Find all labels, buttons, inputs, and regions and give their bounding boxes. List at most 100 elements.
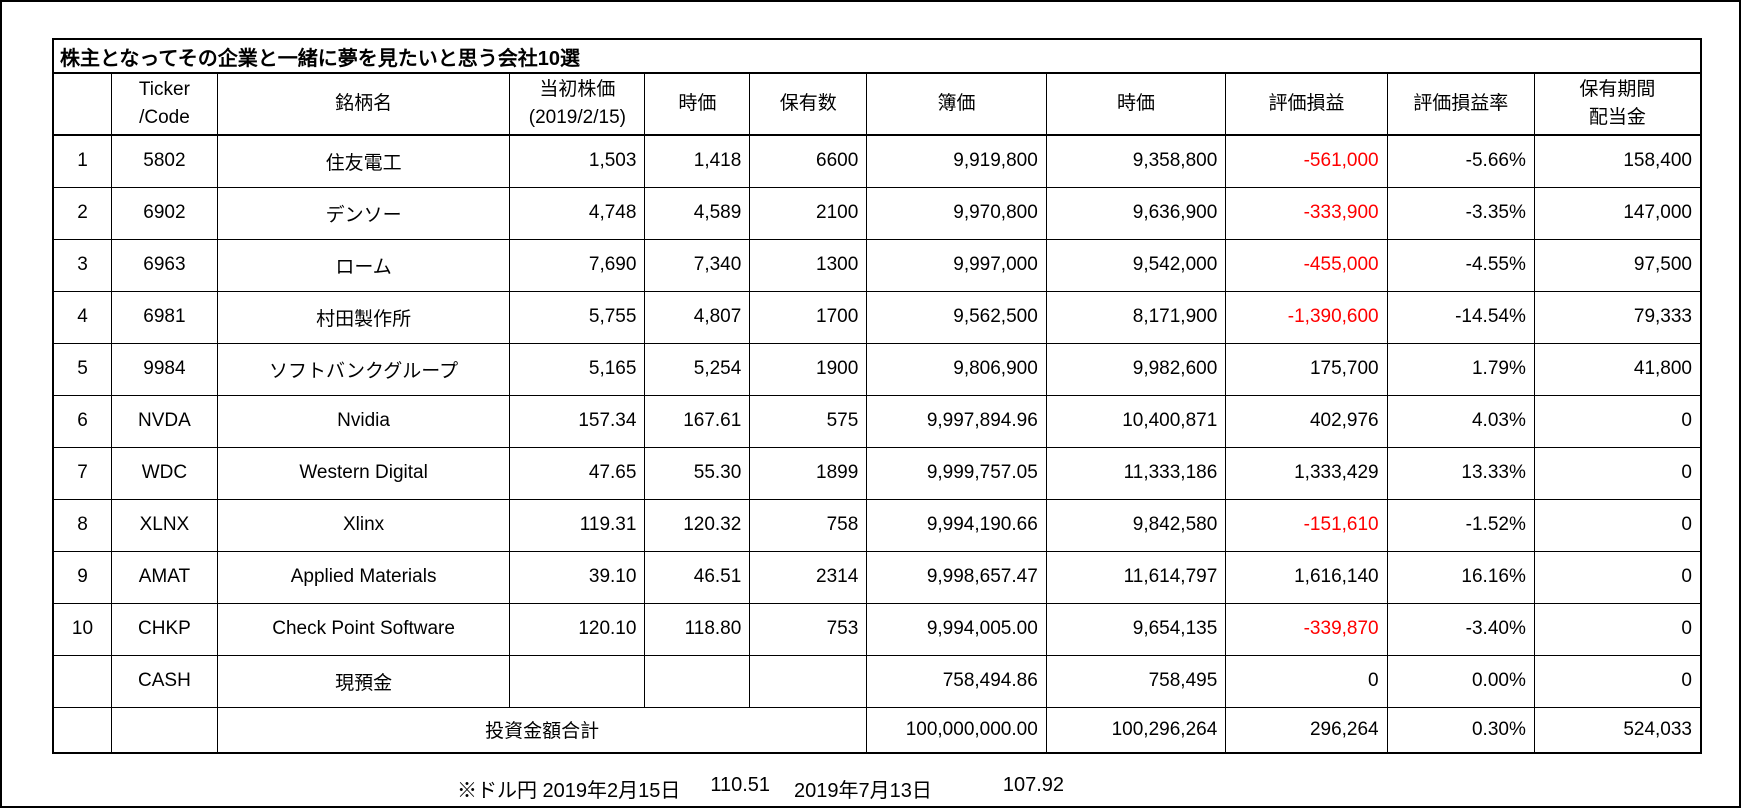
header-pl: 評価損益 xyxy=(1225,72,1388,136)
table-row: 1 5802 住友電工 1,503 1,418 6600 9,919,800 9,358,80… xyxy=(52,134,1702,188)
cell-ticker: NVDA xyxy=(110,394,218,448)
cell-ticker: WDC xyxy=(110,446,218,500)
cell-dividends: 0 xyxy=(1533,550,1702,604)
cell-no: 10 xyxy=(52,602,112,656)
cell-no: 5 xyxy=(52,342,112,396)
cell-dividends: 0 xyxy=(1533,394,1702,448)
cell-no xyxy=(52,654,112,708)
table-row: CASH 現預金 758,494.86 758,495 0 0.00% 0 xyxy=(52,654,1702,708)
cell-shares: 2314 xyxy=(749,550,868,604)
header-pl_pct: 評価損益率 xyxy=(1386,72,1535,136)
cell-no: 2 xyxy=(52,186,112,240)
table-row: 6 NVDA Nvidia 157.34 167.61 575 9,997,894.96 10… xyxy=(52,394,1702,448)
cell-dividends: 41,800 xyxy=(1533,342,1702,396)
cell-initial_price: 47.65 xyxy=(509,446,646,500)
cell-book_value: 758,494.86 xyxy=(866,654,1047,708)
cell-current_price: 55.30 xyxy=(644,446,751,500)
cell-total-dividends: 524,033 xyxy=(1533,706,1702,754)
header-current_price: 時価 xyxy=(644,72,751,136)
cell-initial_price: 119.31 xyxy=(509,498,646,552)
cell-initial_price: 5,755 xyxy=(509,290,646,344)
footer-note: ※ドル円 2019年2月15日 110.51 2019年7月13日 107.92 xyxy=(2,774,1739,804)
cell-market_value: 758,495 xyxy=(1045,654,1227,708)
table-row: 3 6963 ローム 7,690 7,340 1300 9,997,000 9,542,000… xyxy=(52,238,1702,292)
cell-dividends: 97,500 xyxy=(1533,238,1702,292)
cell-ticker: 5802 xyxy=(110,134,218,188)
cell-current_price: 5,254 xyxy=(644,342,751,396)
cell-pl_pct: -5.66% xyxy=(1386,134,1535,188)
cell-name: Check Point Software xyxy=(216,602,511,656)
cell-shares: 2100 xyxy=(749,186,868,240)
cell-dividends: 158,400 xyxy=(1533,134,1702,188)
cell-name: Xlinx xyxy=(216,498,511,552)
cell-shares: 1700 xyxy=(749,290,868,344)
cell-shares xyxy=(749,654,868,708)
cell-pl: -1,390,600 xyxy=(1225,290,1388,344)
cell-name: 現預金 xyxy=(216,654,511,708)
cell-market_value: 9,636,900 xyxy=(1045,186,1227,240)
cell-shares: 758 xyxy=(749,498,868,552)
cell-pl_pct: -14.54% xyxy=(1386,290,1535,344)
header-no xyxy=(52,72,112,136)
cell-shares: 1899 xyxy=(749,446,868,500)
cell-pl_pct: 13.33% xyxy=(1386,446,1535,500)
cell-pl_pct: 1.79% xyxy=(1386,342,1535,396)
cell-ticker: 6981 xyxy=(110,290,218,344)
usdjpy-date-current: 2019年7月13日 xyxy=(794,780,932,802)
cell-current_price: 4,589 xyxy=(644,186,751,240)
header-dividends: 保有期間 配当金 xyxy=(1533,72,1702,136)
table-body: 1 5802 住友電工 1,503 1,418 6600 9,919,800 9,358,80… xyxy=(52,134,1702,708)
cell-pl_pct: -3.40% xyxy=(1386,602,1535,656)
cell-market_value: 11,614,797 xyxy=(1045,550,1227,604)
cell-name: Applied Materials xyxy=(216,550,511,604)
total-row: 投資金額合計 100,000,000.00 100,296,264 296,26… xyxy=(52,706,1702,754)
cell-current_price: 167.61 xyxy=(644,394,751,448)
cell-initial_price: 7,690 xyxy=(509,238,646,292)
cell-pl: 0 xyxy=(1225,654,1388,708)
cell-book_value: 9,994,005.00 xyxy=(866,602,1047,656)
cell-dividends: 79,333 xyxy=(1533,290,1702,344)
cell-initial_price xyxy=(509,654,646,708)
cell-pl_pct: -4.55% xyxy=(1386,238,1535,292)
cell-market_value: 9,654,135 xyxy=(1045,602,1227,656)
cell-initial_price: 5,165 xyxy=(509,342,646,396)
cell-dividends: 147,000 xyxy=(1533,186,1702,240)
cell-book_value: 9,562,500 xyxy=(866,290,1047,344)
cell-book_value: 9,806,900 xyxy=(866,342,1047,396)
cell-market_value: 10,400,871 xyxy=(1045,394,1227,448)
cell-no: 9 xyxy=(52,550,112,604)
header-initial_price: 当初株価 (2019/2/15) xyxy=(509,72,646,136)
cell-market_value: 9,982,600 xyxy=(1045,342,1227,396)
cell-current_price: 46.51 xyxy=(644,550,751,604)
cell-shares: 1300 xyxy=(749,238,868,292)
cell-ticker: CHKP xyxy=(110,602,218,656)
cell-pl_pct: 4.03% xyxy=(1386,394,1535,448)
cell-ticker: 6902 xyxy=(110,186,218,240)
cell-market_value: 9,358,800 xyxy=(1045,134,1227,188)
cell-total-pl: 296,264 xyxy=(1225,706,1388,754)
cell-no: 3 xyxy=(52,238,112,292)
cell-ticker: 9984 xyxy=(110,342,218,396)
cell-book_value: 9,919,800 xyxy=(866,134,1047,188)
cell-ticker: 6963 xyxy=(110,238,218,292)
cell-market_value: 8,171,900 xyxy=(1045,290,1227,344)
table-row: 7 WDC Western Digital 47.65 55.30 1899 9,999,7… xyxy=(52,446,1702,500)
cell-book_value: 9,998,657.47 xyxy=(866,550,1047,604)
cell-book_value: 9,970,800 xyxy=(866,186,1047,240)
header-book_value: 簿価 xyxy=(866,72,1047,136)
cell-pl: -151,610 xyxy=(1225,498,1388,552)
cell-book_value: 9,997,000 xyxy=(866,238,1047,292)
header-market_value: 時価 xyxy=(1045,72,1227,136)
cell-pl: 175,700 xyxy=(1225,342,1388,396)
page-title: 株主となってその企業と一緒に夢を見たいと思う会社10選 xyxy=(52,38,1702,74)
cell-name: 村田製作所 xyxy=(216,290,511,344)
title-row: 株主となってその企業と一緒に夢を見たいと思う会社10選 xyxy=(52,38,1702,74)
cell-no: 6 xyxy=(52,394,112,448)
cell-shares: 6600 xyxy=(749,134,868,188)
cell-no: 4 xyxy=(52,290,112,344)
cell-no: 8 xyxy=(52,498,112,552)
cell-current_price: 118.80 xyxy=(644,602,751,656)
cell-book_value: 9,994,190.66 xyxy=(866,498,1047,552)
cell-total-pl-pct: 0.30% xyxy=(1386,706,1535,754)
